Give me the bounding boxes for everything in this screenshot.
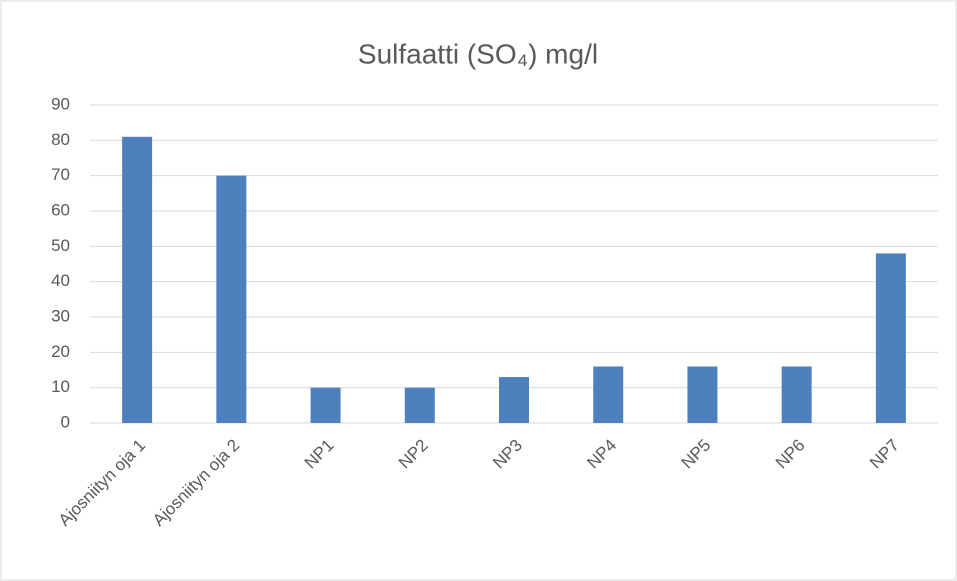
chart-title: Sulfaatti (SO₄) mg/l	[358, 38, 598, 69]
bar	[122, 136, 153, 424]
y-tick-label: 0	[61, 412, 70, 431]
y-tick-label: 80	[51, 130, 70, 149]
bar	[593, 366, 624, 423]
bar	[499, 377, 529, 423]
y-tick-label: 50	[51, 236, 70, 255]
y-tick-label: 60	[51, 200, 70, 219]
y-tick-label: 20	[51, 342, 70, 361]
bar	[687, 366, 718, 423]
bar	[310, 387, 341, 423]
y-tick-label: 90	[51, 94, 70, 113]
y-tick-label: 40	[51, 271, 70, 290]
y-tick-label: 10	[51, 377, 70, 396]
bar	[216, 175, 247, 423]
bar	[781, 366, 812, 423]
y-tick-label: 30	[51, 306, 70, 325]
y-tick-label: 70	[51, 165, 70, 184]
bar	[404, 387, 435, 423]
bar	[875, 253, 906, 423]
